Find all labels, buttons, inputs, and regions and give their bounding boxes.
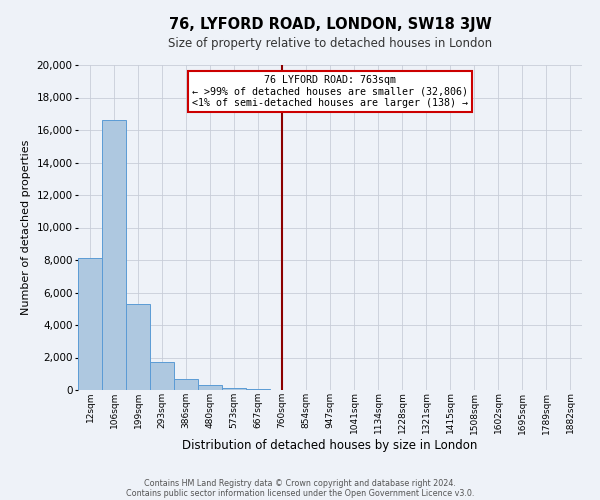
Bar bbox=[222, 388, 246, 390]
Text: 76 LYFORD ROAD: 763sqm
← >99% of detached houses are smaller (32,806)
<1% of sem: 76 LYFORD ROAD: 763sqm ← >99% of detache… bbox=[192, 74, 468, 108]
Text: Size of property relative to detached houses in London: Size of property relative to detached ho… bbox=[168, 38, 492, 51]
Bar bbox=[198, 385, 222, 390]
Bar bbox=[150, 362, 174, 390]
Y-axis label: Number of detached properties: Number of detached properties bbox=[21, 140, 31, 315]
Text: Contains public sector information licensed under the Open Government Licence v3: Contains public sector information licen… bbox=[126, 488, 474, 498]
Bar bbox=[126, 304, 150, 390]
Bar bbox=[102, 120, 126, 390]
Text: Contains HM Land Registry data © Crown copyright and database right 2024.: Contains HM Land Registry data © Crown c… bbox=[144, 478, 456, 488]
Text: 76, LYFORD ROAD, LONDON, SW18 3JW: 76, LYFORD ROAD, LONDON, SW18 3JW bbox=[169, 18, 491, 32]
Bar bbox=[246, 388, 270, 390]
X-axis label: Distribution of detached houses by size in London: Distribution of detached houses by size … bbox=[182, 439, 478, 452]
Bar bbox=[174, 378, 198, 390]
Bar bbox=[78, 258, 102, 390]
